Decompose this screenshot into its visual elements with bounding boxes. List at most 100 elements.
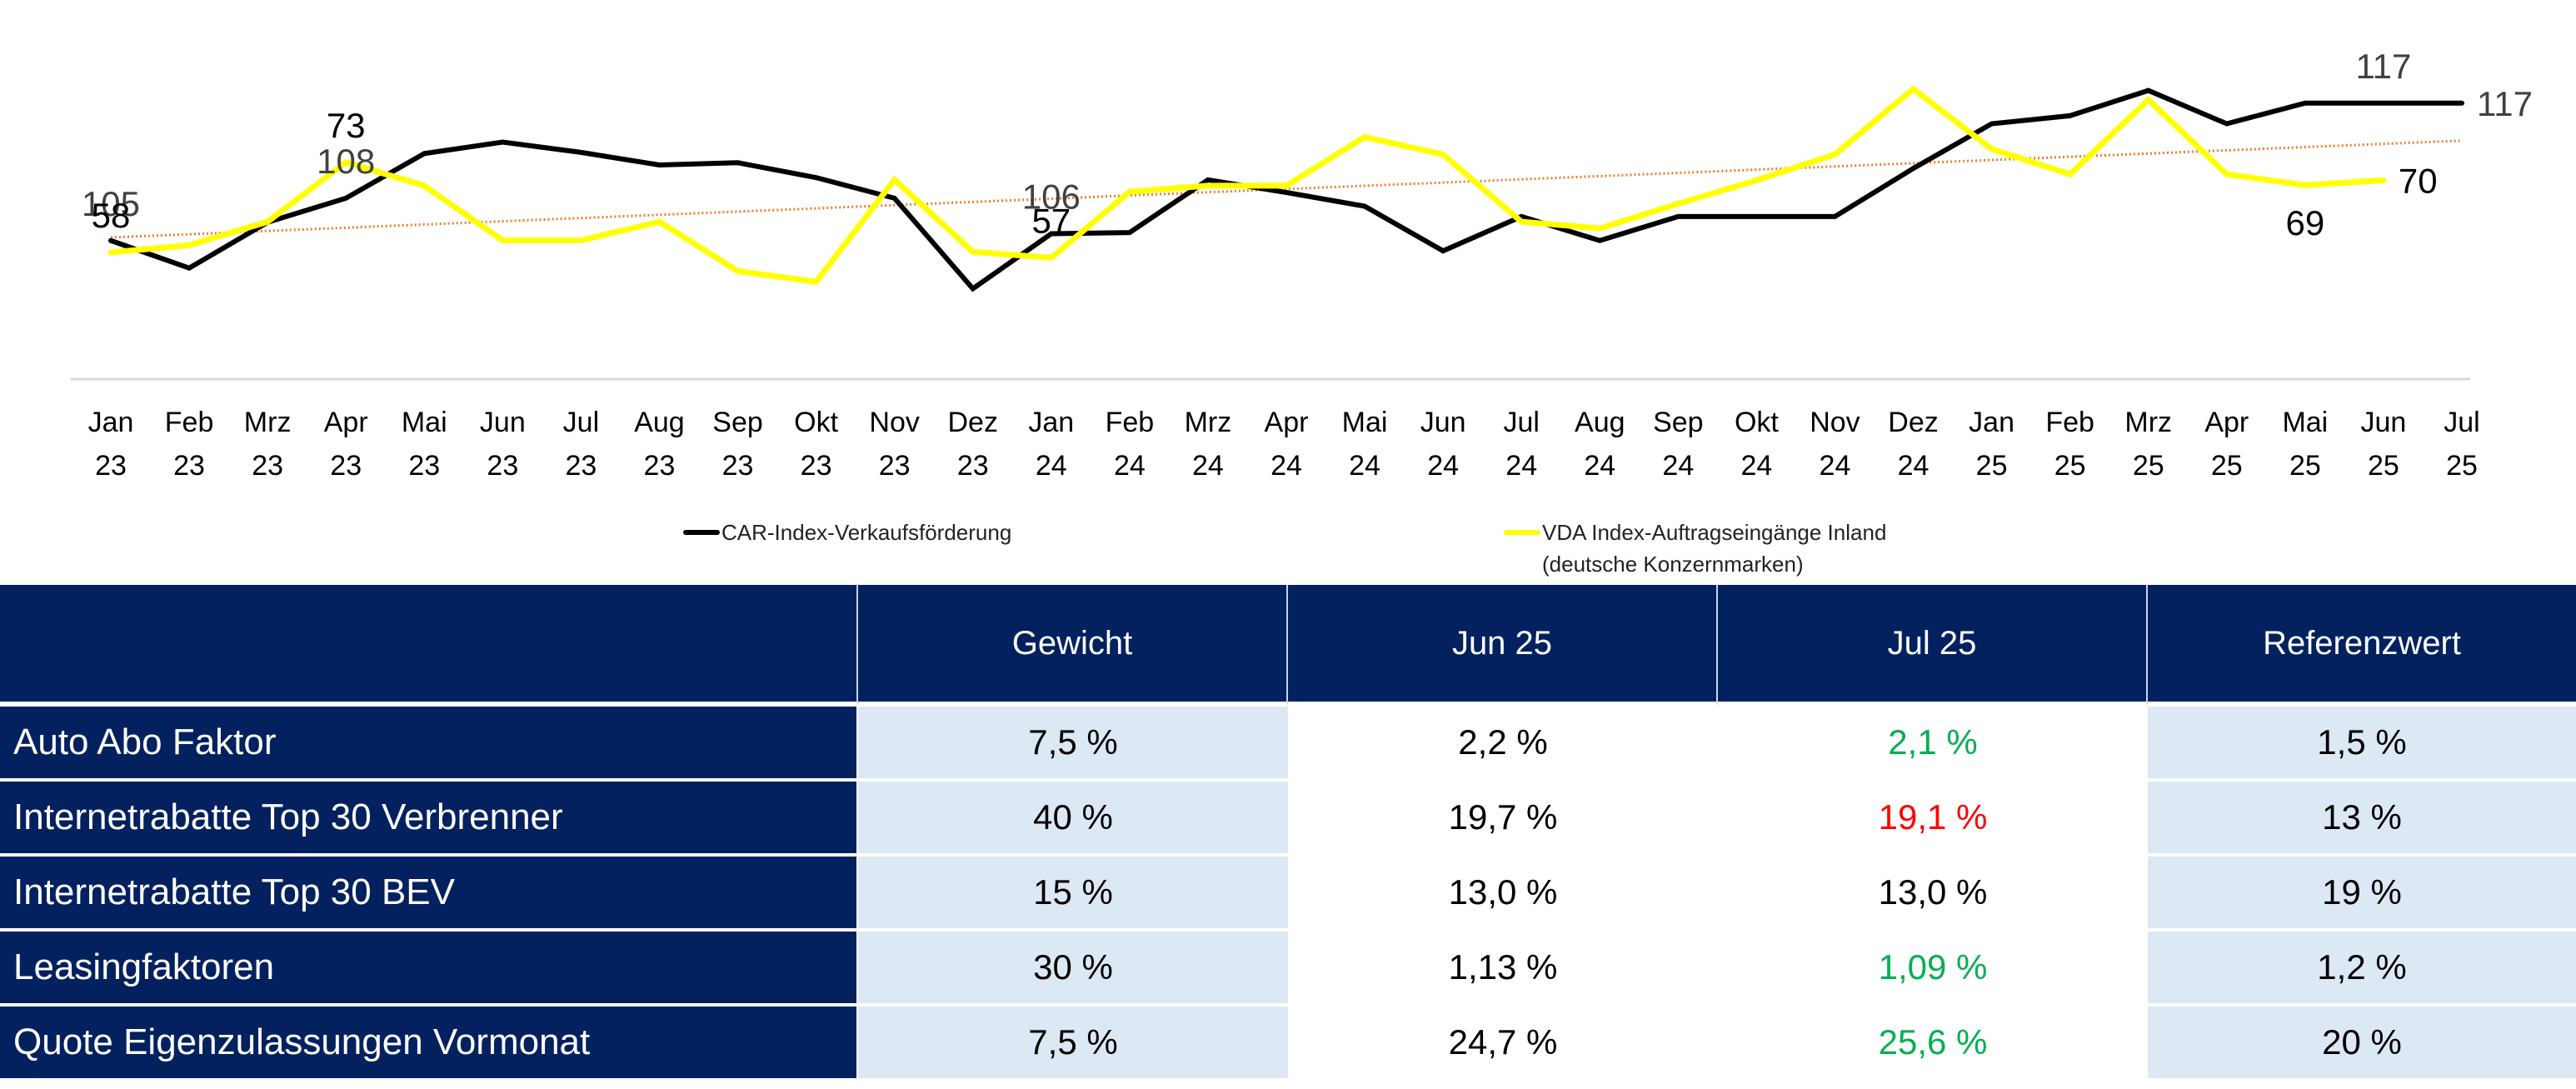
x-tick-label-year: 23 [801,450,832,482]
x-tick-label-year: 24 [1114,450,1146,482]
x-tick-label-month: Dez [947,407,997,438]
x-tick-label-month: Apr [324,407,368,438]
table-row: Quote Eigenzulassungen Vormonat 7,5 % 24… [0,1007,2576,1082]
car-index-data-label: 117 [2355,47,2411,86]
x-tick-label-year: 23 [408,450,440,482]
x-tick-label-month: Okt [794,407,838,438]
x-tick-label-year: 23 [957,450,989,482]
cell-jun: 1,13 % [1288,932,1718,1007]
cell-gewicht: 7,5 % [858,1007,1288,1082]
x-tick-label-year: 24 [1192,450,1224,482]
cell-referenzwert: 20 % [2148,1007,2576,1082]
line-chart: Jan 23 Feb 23 Mrz 23 Apr 23 Mai 23 Jun 23 Jul 23 Aug 23… [71,47,2533,482]
x-tick-label-month: Jul [563,407,599,438]
x-tick-label-year: 25 [2446,450,2478,482]
x-tick-label-year: 25 [2133,450,2164,482]
x-tick-label-month: Mrz [244,407,292,438]
cell-gewicht: 30 % [858,932,1288,1007]
x-tick-label-year: 23 [722,450,754,482]
car-index-data-label: 105 [82,184,140,223]
x-tick-labels: Jan 23 Feb 23 Mrz 23 Apr 23 Mai 23 Jun 23 Jul 23 Aug 23… [88,407,2480,482]
legend-item-car-index: CAR-Index-Verkaufsförderung [683,517,1011,548]
x-tick-label-year: 23 [95,450,127,482]
cell-jul: 2,1 % [1718,707,2148,782]
trendline-group [110,139,2463,239]
x-tick-label-month: Jun [2361,407,2407,438]
car-index-data-label: 117 [2477,84,2533,123]
cell-referenzwert: 19 % [2148,857,2576,932]
header-empty [0,585,858,707]
vda-index-data-label: 69 [2286,203,2325,242]
x-tick-label-month: Feb [1106,407,1155,438]
vda-index-data-label: 73 [327,106,366,145]
legend-swatch-yellow [1504,530,1540,535]
cell-jun: 24,7 % [1288,1007,1718,1082]
x-tick-label-year: 23 [252,450,283,482]
legend-item-vda-index: VDA Index-Auftragseingänge Inland (deuts… [1504,517,1886,580]
x-tick-label-year: 23 [879,450,911,482]
x-tick-label-month: Jan [1028,407,1074,438]
series-group [107,85,2464,292]
row-label: Auto Abo Faktor [0,707,858,782]
x-tick-label-month: Mrz [2124,407,2172,438]
x-tick-label-month: Nov [869,407,919,438]
x-tick-label-year: 24 [1820,450,1851,482]
x-tick-label-month: Feb [165,407,214,438]
x-tick-label-year: 25 [2368,450,2399,482]
table-row: Leasingfaktoren 30 % 1,13 % 1,09 % 1,2 % [0,932,2576,1007]
x-tick-label-month: Jan [88,407,134,438]
table-row: Auto Abo Faktor 7,5 % 2,2 % 2,1 % 1,5 % [0,707,2576,782]
x-tick-label-year: 24 [1740,450,1772,482]
x-tick-label-month: Aug [634,407,685,438]
x-tick-label-year: 23 [565,450,597,482]
x-tick-label-year: 24 [1898,450,1930,482]
x-tick-label-month: Apr [1265,407,1309,438]
vda-index-data-label: 58 [92,196,131,235]
cell-jun: 2,2 % [1288,707,1718,782]
trendline [110,139,2463,239]
data-labels-group: 105 108 106 117 117 58 73 57 69 70 [82,47,2533,242]
x-tick-label-month: Sep [1653,407,1704,438]
cell-referenzwert: 1,5 % [2148,707,2576,782]
x-tick-label-year: 24 [1349,450,1380,482]
header-referenzwert: Referenzwert [2148,585,2576,707]
table-row: Internetrabatte Top 30 Verbrenner 40 % 1… [0,782,2576,857]
vda-index-data-label: 57 [1031,201,1071,240]
vda-index-data-label: 70 [2399,161,2438,200]
x-tick-label-year: 25 [2211,450,2243,482]
row-label: Quote Eigenzulassungen Vormonat [0,1007,858,1082]
x-tick-label-month: Mai [402,407,447,438]
x-tick-label-month: Mai [1342,407,1388,438]
x-tick-label-month: Okt [1735,407,1779,438]
row-label: Internetrabatte Top 30 Verbrenner [0,782,858,857]
x-tick-label-month: Dez [1888,407,1938,438]
legend-label-vda-index-sub: (deutsche Konzernmarken) [1542,552,1804,577]
x-tick-label-month: Jun [480,407,526,438]
x-tick-label-month: Mrz [1185,407,1232,438]
x-tick-label-month: Aug [1575,407,1625,438]
x-tick-label-year: 24 [1505,450,1537,482]
x-tick-label-month: Jul [1503,407,1539,438]
table-header-row: Gewicht Jun 25 Jul 25 Referenzwert [0,585,2576,707]
cell-gewicht: 7,5 % [858,707,1288,782]
header-gewicht: Gewicht [858,585,1288,707]
x-tick-label-year: 24 [1271,450,1302,482]
x-tick-label-year: 24 [1036,450,1067,482]
x-tick-label-year: 25 [1976,450,2008,482]
x-tick-label-month: Feb [2045,407,2094,438]
kpi-table: Gewicht Jun 25 Jul 25 Referenzwert Auto … [0,585,2576,1082]
header-jul-25: Jul 25 [1718,585,2148,707]
x-tick-label-month: Jun [1420,407,1466,438]
cell-jun: 19,7 % [1288,782,1718,857]
x-tick-label-year: 23 [173,450,205,482]
cell-jul: 25,6 % [1718,1007,2148,1082]
car-index-data-label: 106 [1022,177,1081,217]
x-tick-label-year: 23 [330,450,362,482]
cell-referenzwert: 13 % [2148,782,2576,857]
x-tick-label-month: Nov [1810,407,1860,438]
legend-label-car-index: CAR-Index-Verkaufsförderung [721,520,1012,545]
car-index-data-label: 108 [317,142,375,181]
x-tick-label-month: Jan [1969,407,2014,438]
header-jun-25: Jun 25 [1288,585,1718,707]
cell-referenzwert: 1,2 % [2148,932,2576,1007]
